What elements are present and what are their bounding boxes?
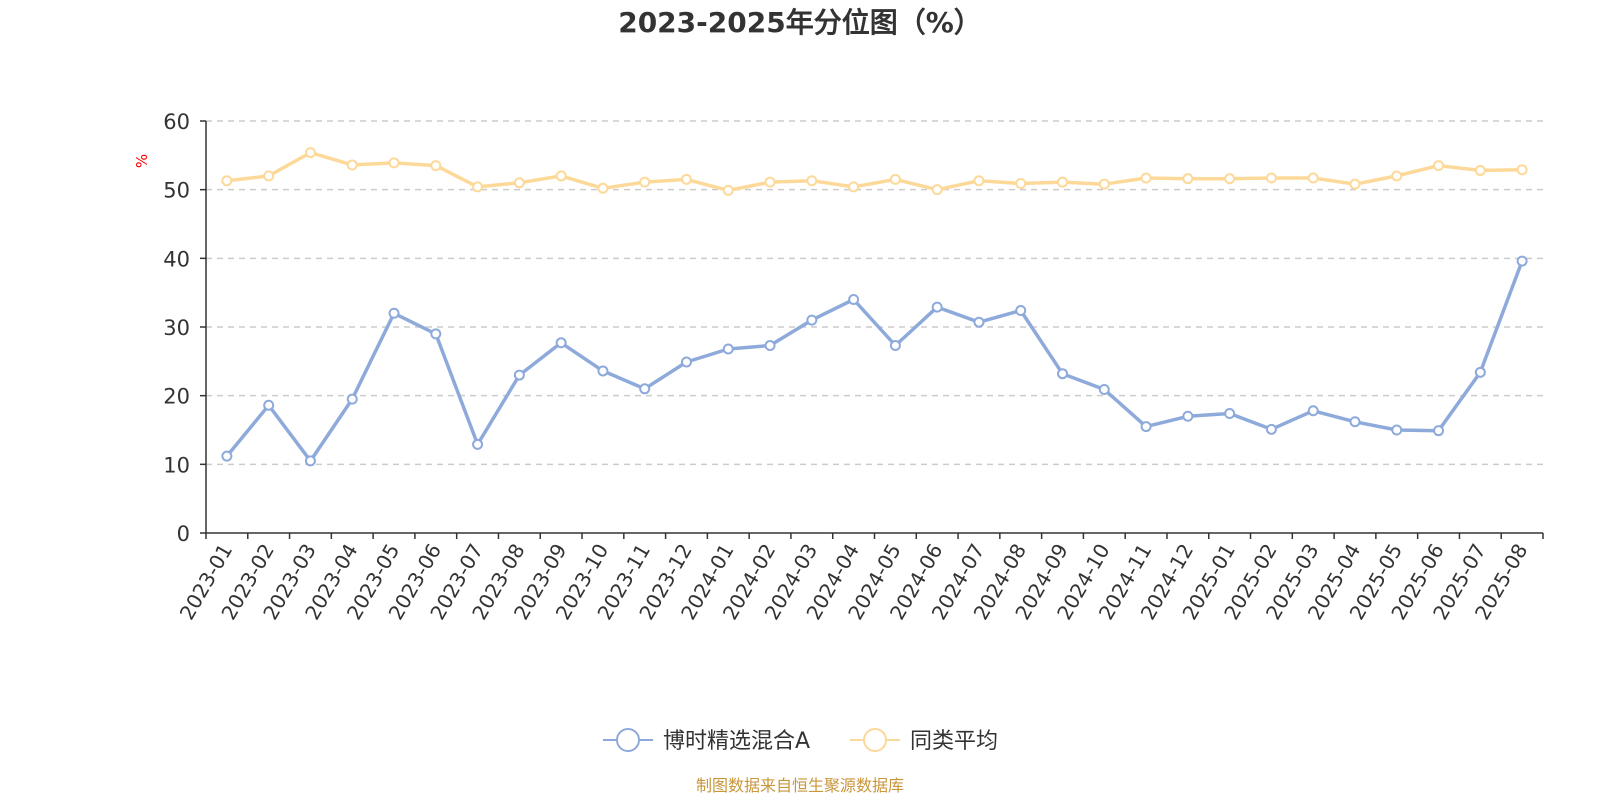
data-point[interactable]: [1224, 173, 1236, 185]
y-tick-label: 50: [163, 179, 190, 203]
data-point[interactable]: [221, 450, 233, 462]
data-point[interactable]: [597, 182, 609, 194]
data-point[interactable]: [304, 455, 316, 467]
data-point[interactable]: [430, 328, 442, 340]
data-point[interactable]: [1224, 408, 1236, 420]
data-point[interactable]: [1349, 178, 1361, 190]
data-point[interactable]: [388, 157, 400, 169]
y-tick-label: 0: [177, 522, 190, 546]
y-tick-label: 40: [163, 247, 190, 271]
data-point[interactable]: [555, 337, 567, 349]
data-point[interactable]: [1098, 383, 1110, 395]
legend-circle-icon: [616, 728, 640, 752]
data-point[interactable]: [764, 340, 776, 352]
data-point[interactable]: [806, 314, 818, 326]
series-layer: [221, 147, 1528, 467]
data-point[interactable]: [1433, 425, 1445, 437]
data-point[interactable]: [1098, 178, 1110, 190]
data-point[interactable]: [263, 170, 275, 182]
legend-label: 同类平均: [910, 729, 998, 754]
data-point[interactable]: [1391, 424, 1403, 436]
legend-item-0[interactable]: 博时精选混合A: [603, 728, 810, 754]
data-point[interactable]: [1057, 368, 1069, 380]
y-tick-label: 20: [163, 385, 190, 409]
data-point[interactable]: [1182, 410, 1194, 422]
data-point[interactable]: [472, 181, 484, 193]
data-point[interactable]: [1307, 405, 1319, 417]
data-point[interactable]: [973, 316, 985, 328]
data-point[interactable]: [430, 160, 442, 172]
data-point[interactable]: [1474, 366, 1486, 378]
data-point[interactable]: [848, 294, 860, 306]
y-axis-unit-label: %: [133, 154, 151, 168]
y-tick-label: 10: [163, 453, 190, 477]
data-point[interactable]: [889, 340, 901, 352]
data-point[interactable]: [1015, 305, 1027, 317]
data-point[interactable]: [1140, 421, 1152, 433]
data-point[interactable]: [764, 176, 776, 188]
data-point[interactable]: [555, 170, 567, 182]
data-point[interactable]: [1015, 177, 1027, 189]
data-point[interactable]: [680, 173, 692, 185]
data-point[interactable]: [346, 159, 358, 171]
data-point[interactable]: [1140, 172, 1152, 184]
data-point[interactable]: [1516, 164, 1528, 176]
data-point[interactable]: [346, 393, 358, 405]
data-point[interactable]: [931, 184, 943, 196]
data-point[interactable]: [1516, 255, 1528, 267]
data-point[interactable]: [806, 175, 818, 187]
data-point[interactable]: [722, 343, 734, 355]
legend[interactable]: 博时精选混合A 同类平均: [603, 728, 998, 754]
legend-circle-icon: [863, 728, 887, 752]
y-tick-label: 60: [163, 110, 190, 134]
data-point[interactable]: [472, 438, 484, 450]
data-point[interactable]: [513, 177, 525, 189]
data-point[interactable]: [1391, 170, 1403, 182]
data-point[interactable]: [973, 175, 985, 187]
data-point[interactable]: [1265, 423, 1277, 435]
y-tick-label: 30: [163, 316, 190, 340]
series-line-0: [225, 260, 1524, 463]
data-point[interactable]: [1433, 160, 1445, 172]
data-point[interactable]: [1265, 172, 1277, 184]
series-1: [221, 147, 1528, 196]
data-point[interactable]: [513, 369, 525, 381]
data-point[interactable]: [639, 176, 651, 188]
data-point[interactable]: [1057, 176, 1069, 188]
series-0: [221, 255, 1528, 467]
data-point[interactable]: [931, 301, 943, 313]
source-note: 制图数据来自恒生聚源数据库: [696, 776, 904, 795]
data-point[interactable]: [848, 181, 860, 193]
legend-label: 博时精选混合A: [663, 729, 810, 754]
data-point[interactable]: [1307, 172, 1319, 184]
data-point[interactable]: [1474, 164, 1486, 176]
data-point[interactable]: [388, 307, 400, 319]
data-point[interactable]: [680, 356, 692, 368]
chart-title: 2023-2025年分位图（%）: [618, 6, 982, 39]
data-point[interactable]: [639, 383, 651, 395]
data-point[interactable]: [722, 184, 734, 196]
grid-lines: [206, 120, 1543, 466]
data-point[interactable]: [263, 399, 275, 411]
data-point[interactable]: [1182, 173, 1194, 185]
data-point[interactable]: [304, 147, 316, 159]
data-point[interactable]: [221, 175, 233, 187]
data-point[interactable]: [889, 173, 901, 185]
series-line-1: [226, 150, 1523, 193]
data-point[interactable]: [597, 365, 609, 377]
legend-item-1[interactable]: 同类平均: [850, 728, 998, 754]
data-point[interactable]: [1349, 416, 1361, 428]
